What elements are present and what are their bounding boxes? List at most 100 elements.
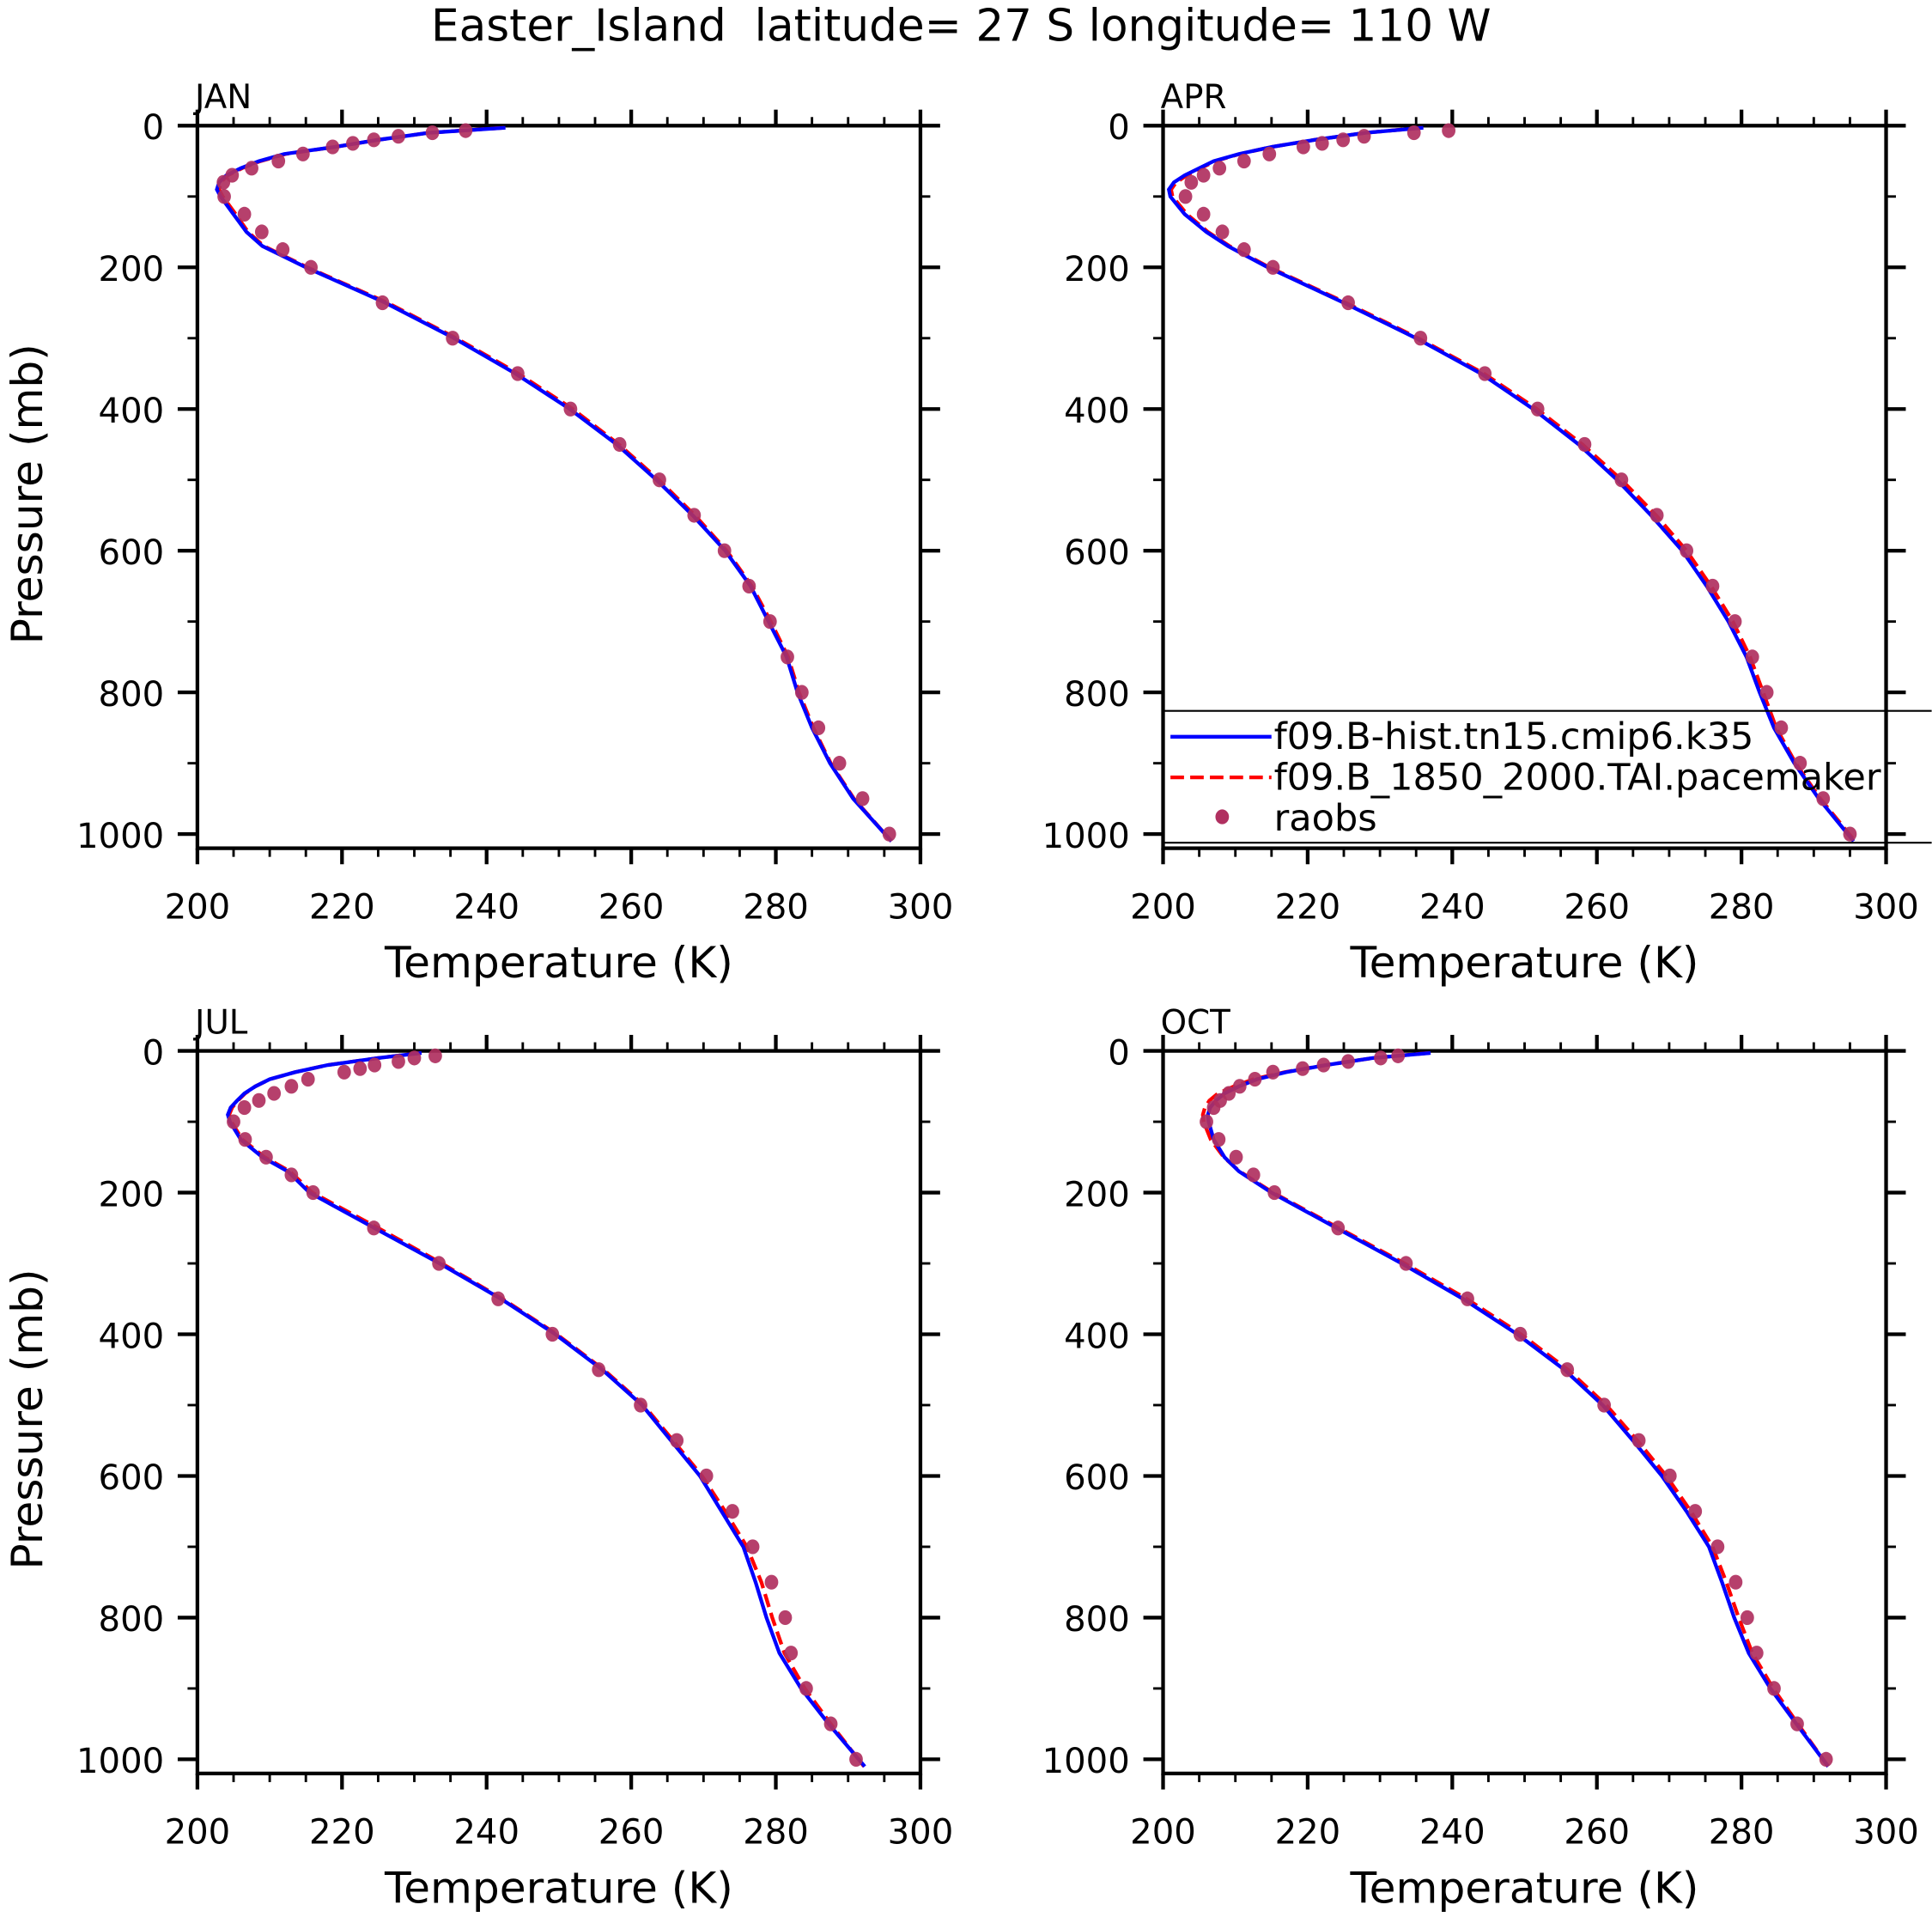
y-tick-label: 800 bbox=[99, 675, 165, 715]
raobs-point bbox=[653, 472, 666, 488]
raobs-point bbox=[392, 129, 405, 144]
series-line-pacemaker bbox=[216, 125, 893, 843]
raobs-point bbox=[762, 614, 777, 630]
raobs-point bbox=[1196, 167, 1211, 183]
raobs-point bbox=[1266, 1064, 1280, 1080]
raobs-point bbox=[687, 508, 702, 523]
x-tick-label: 280 bbox=[743, 1813, 809, 1853]
raobs-point bbox=[1212, 161, 1227, 176]
raobs-point bbox=[1184, 174, 1199, 190]
raobs-point bbox=[849, 1751, 863, 1767]
raobs-point bbox=[245, 161, 258, 176]
series-group bbox=[226, 1048, 866, 1768]
raobs-point bbox=[337, 1064, 351, 1080]
raobs-point bbox=[1267, 1184, 1282, 1201]
raobs-point bbox=[1740, 1610, 1754, 1626]
raobs-point bbox=[1196, 206, 1211, 222]
x-tick-label: 300 bbox=[1853, 887, 1919, 927]
raobs-point bbox=[742, 578, 756, 594]
raobs-point bbox=[1315, 136, 1329, 151]
raobs-point bbox=[1749, 1646, 1764, 1661]
raobs-point bbox=[811, 720, 826, 736]
raobs-point bbox=[1262, 146, 1277, 161]
raobs-point bbox=[1560, 1362, 1575, 1378]
figure-title: Easter_Island latitude= 27 S longitude= … bbox=[431, 0, 1492, 52]
raobs-point bbox=[1790, 1716, 1804, 1731]
legend-label-model1: f09.B-hist.tn15.cmip6.k35 bbox=[1274, 715, 1754, 758]
panel-jul: 200 220 240 260 280 300 0 200 400 600 800 1000 JUL Te… bbox=[2, 1004, 953, 1914]
plot-frame bbox=[1161, 124, 1888, 850]
x-tick-label: 280 bbox=[1709, 887, 1775, 927]
raobs-point bbox=[259, 1149, 273, 1165]
raobs-point bbox=[1391, 1048, 1406, 1063]
x-tick-label: 240 bbox=[453, 1813, 519, 1853]
series-line-hist bbox=[215, 125, 893, 843]
raobs-point bbox=[545, 1326, 560, 1342]
y-tick-label: 800 bbox=[99, 1600, 165, 1640]
raobs-point bbox=[301, 1071, 315, 1087]
raobs-point bbox=[446, 331, 460, 346]
y-tick-label: 200 bbox=[99, 1175, 165, 1214]
raobs-point bbox=[252, 1092, 266, 1108]
raobs-point bbox=[254, 224, 269, 240]
raobs-point bbox=[227, 1114, 240, 1129]
x-axis-label: Temperature (K) bbox=[1350, 1863, 1699, 1914]
raobs-point bbox=[1236, 242, 1251, 258]
raobs-point bbox=[1478, 366, 1492, 381]
raobs-point bbox=[1793, 756, 1807, 771]
y-tick-label: 600 bbox=[1064, 533, 1130, 573]
raobs-point bbox=[1631, 1433, 1646, 1448]
raobs-point bbox=[832, 756, 847, 771]
legend-label-model2: f09.B_1850_2000.TAI.pacemaker bbox=[1274, 756, 1881, 799]
raobs-point bbox=[276, 242, 290, 258]
raobs-point bbox=[407, 1050, 422, 1066]
raobs-point bbox=[1680, 543, 1694, 558]
x-tick-label: 260 bbox=[1564, 1813, 1630, 1853]
raobs-point bbox=[592, 1362, 606, 1378]
raobs-point bbox=[511, 366, 525, 381]
y-tick-label: 600 bbox=[99, 533, 165, 573]
y-tick-label: 800 bbox=[1064, 675, 1130, 715]
raobs-point bbox=[1399, 1256, 1413, 1271]
series-group bbox=[1166, 123, 1857, 843]
raobs-point bbox=[267, 1086, 282, 1101]
raobs-point bbox=[237, 1099, 252, 1116]
raobs-point bbox=[882, 826, 896, 842]
raobs-point bbox=[1767, 1681, 1781, 1696]
x-tick-label: 240 bbox=[453, 887, 519, 927]
x-tick-label: 200 bbox=[165, 887, 231, 927]
series-line-pacemaker bbox=[227, 1050, 866, 1768]
raobs-point bbox=[346, 136, 360, 151]
y-tick-label: 400 bbox=[1064, 1317, 1130, 1356]
raobs-point bbox=[1374, 1050, 1388, 1066]
series-line-hist bbox=[1206, 1050, 1830, 1768]
plot-frame bbox=[1161, 1049, 1888, 1776]
raobs-point bbox=[367, 132, 381, 148]
x-axis-label: Temperature (K) bbox=[384, 937, 733, 988]
panel-title: JUL bbox=[193, 1004, 248, 1043]
y-tick-label: 0 bbox=[143, 108, 165, 148]
y-tick-label: 200 bbox=[99, 250, 165, 289]
raobs-point bbox=[1212, 1132, 1226, 1147]
x-tick-label: 220 bbox=[1275, 887, 1341, 927]
raobs-point bbox=[1774, 720, 1789, 736]
raobs-point bbox=[1577, 436, 1592, 453]
raobs-point bbox=[1513, 1326, 1528, 1342]
y-tick-label: 200 bbox=[1064, 250, 1130, 289]
x-tick-label: 200 bbox=[165, 1813, 231, 1853]
raobs-point bbox=[1336, 132, 1351, 148]
raobs-point bbox=[325, 139, 340, 155]
raobs-point bbox=[217, 189, 231, 204]
raobs-point bbox=[353, 1061, 368, 1076]
raobs-point bbox=[745, 1539, 760, 1555]
panels: 200 220 240 260 280 300 0 200 400 600 800 1000 JAN Te… bbox=[2, 78, 1919, 1913]
raobs-point bbox=[563, 401, 578, 417]
raobs-point bbox=[1710, 1539, 1725, 1555]
raobs-point bbox=[425, 125, 440, 141]
raobs-point bbox=[1745, 649, 1759, 665]
raobs-point bbox=[1728, 614, 1742, 630]
raobs-point bbox=[1759, 685, 1774, 700]
x-tick-label: 280 bbox=[1709, 1813, 1775, 1853]
x-axis-label: Temperature (K) bbox=[1350, 937, 1699, 988]
panel-title: APR bbox=[1161, 78, 1227, 117]
